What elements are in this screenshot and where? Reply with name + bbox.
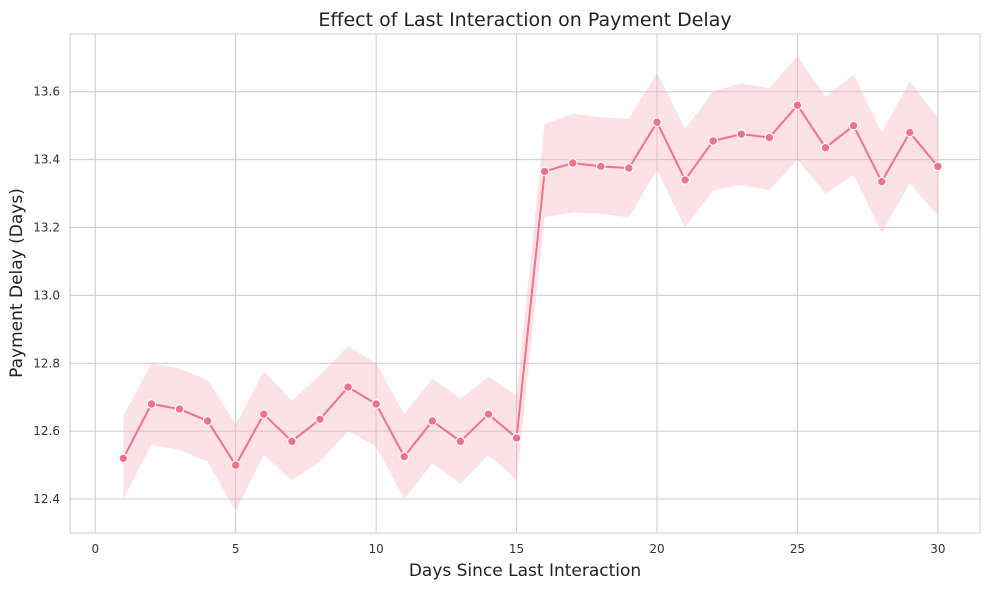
y-tick-labels: 12.4 12.6 12.8 13.0 13.2 13.4 13.6 <box>33 85 60 506</box>
data-point <box>539 166 550 177</box>
data-point <box>764 132 775 143</box>
x-tick-label: 5 <box>232 542 240 556</box>
data-point <box>736 129 747 140</box>
y-tick-label: 12.6 <box>33 424 60 438</box>
data-point <box>595 161 606 172</box>
data-point <box>708 136 719 146</box>
y-tick-label: 13.4 <box>33 153 60 167</box>
data-point <box>315 414 325 425</box>
confidence-band <box>123 56 938 511</box>
data-point <box>343 382 353 392</box>
data-point <box>848 120 859 131</box>
x-tick-label: 15 <box>509 542 524 556</box>
data-point <box>202 416 213 426</box>
y-tick-label: 13.0 <box>33 288 60 302</box>
chart-title: Effect of Last Interaction on Payment De… <box>318 9 731 31</box>
data-point <box>820 142 831 153</box>
y-tick-label: 12.8 <box>33 356 60 370</box>
plot-frame <box>69 33 981 534</box>
x-axis-label: Days Since Last Interaction <box>409 561 641 581</box>
data-point <box>792 100 803 111</box>
series-line <box>122 103 939 468</box>
x-tick-label: 10 <box>369 542 384 556</box>
data-point <box>455 436 466 447</box>
data-point <box>511 433 522 443</box>
data-point <box>146 399 157 409</box>
data-point <box>876 176 887 187</box>
x-tick-label: 30 <box>930 542 945 556</box>
data-point <box>680 175 690 185</box>
x-tick-label: 25 <box>790 542 805 556</box>
data-point <box>258 409 269 420</box>
data-point <box>567 158 578 168</box>
data-point <box>399 451 410 462</box>
data-markers <box>118 100 943 471</box>
y-tick-label: 13.2 <box>33 220 60 234</box>
data-point <box>118 453 129 464</box>
data-point <box>624 163 634 173</box>
x-tick-label: 20 <box>649 542 664 556</box>
data-point <box>174 404 185 414</box>
data-point <box>230 460 241 471</box>
x-tick-label: 0 <box>91 542 99 556</box>
data-point <box>904 127 915 138</box>
y-tick-label: 13.6 <box>33 85 60 99</box>
data-point <box>483 409 494 420</box>
data-point <box>652 117 662 128</box>
data-point <box>932 161 943 172</box>
y-axis-label: Payment Delay (Days) <box>7 188 27 378</box>
data-point <box>427 416 438 426</box>
y-tick-label: 12.4 <box>33 492 60 506</box>
grid <box>70 34 980 533</box>
data-point <box>371 399 382 409</box>
x-tick-labels: 0 5 10 15 20 25 30 <box>91 542 945 556</box>
data-point <box>286 436 297 447</box>
